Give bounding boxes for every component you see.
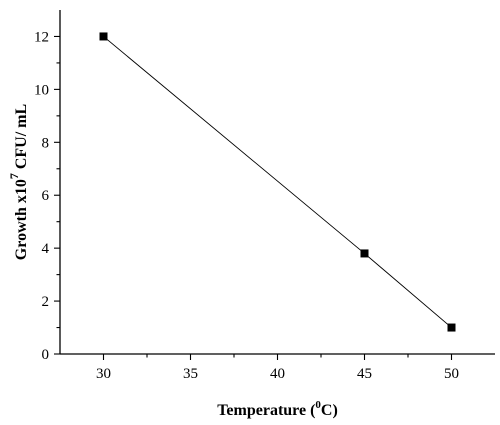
data-point-marker (447, 323, 456, 332)
data-point-marker (99, 32, 108, 41)
x-axis-title-unit: C) (321, 402, 338, 419)
y-tick-label: 0 (42, 347, 50, 363)
y-tick-label: 10 (34, 82, 49, 98)
y-tick-label: 4 (42, 241, 50, 257)
y-axis-title-unit: CFU/ mL (13, 104, 30, 173)
y-tick-label: 2 (42, 294, 50, 310)
data-point-marker (360, 249, 369, 258)
y-tick-label: 6 (42, 188, 50, 204)
x-axis-title: Temperature (0C) (217, 399, 338, 419)
x-axis-title-text: Temperature ( (217, 402, 315, 419)
series-layer (99, 32, 456, 332)
y-axis-title-text: Growth x10 (13, 179, 30, 260)
x-tick-label: 30 (96, 366, 111, 382)
x-axis-title-superscript: 0 (315, 399, 321, 411)
x-tick-label: 40 (270, 366, 285, 382)
x-tick-label: 45 (357, 366, 372, 382)
y-axis-ticks: 0 2 4 6 8 10 12 (34, 29, 60, 363)
plot-area: 30 35 40 45 50 0 2 4 6 8 10 12 (34, 10, 495, 382)
y-tick-label: 8 (42, 135, 50, 151)
x-tick-label: 50 (444, 366, 459, 382)
y-axis-title-superscript: 7 (7, 173, 21, 179)
x-tick-label: 35 (183, 366, 198, 382)
y-tick-label: 12 (34, 29, 49, 45)
series-line (103, 36, 452, 328)
y-axis-title: Growth x107 CFU/ mL (7, 104, 30, 260)
x-axis-ticks: 30 35 40 45 50 (96, 354, 459, 382)
